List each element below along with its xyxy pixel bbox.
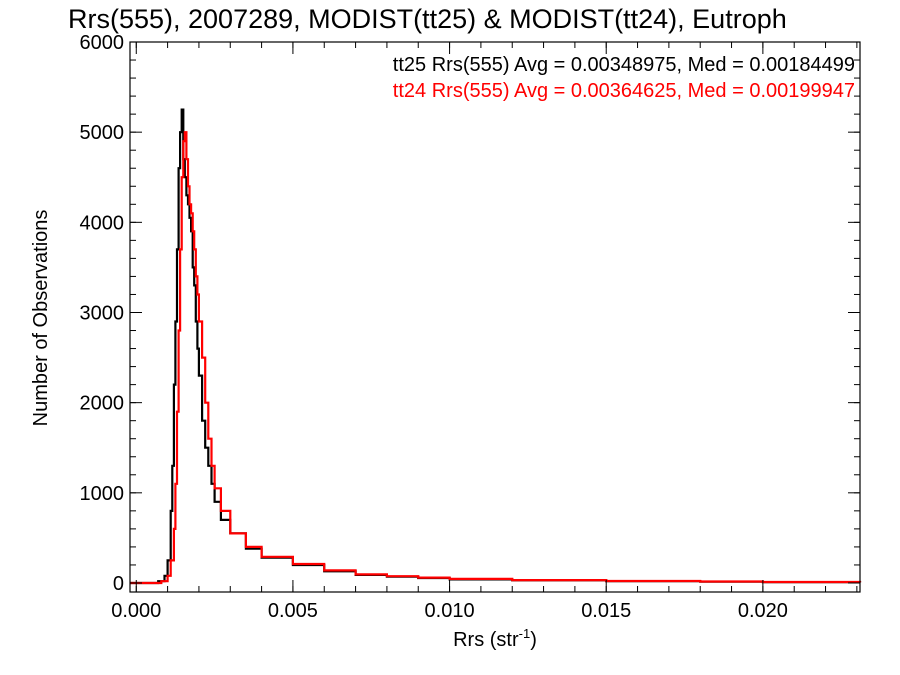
y-axis-label: Number of Observations xyxy=(30,210,52,427)
x-tick-label: 0.000 xyxy=(111,600,161,622)
x-axis-label-superscript: -1 xyxy=(519,626,531,641)
y-tick-label: 0 xyxy=(113,573,124,595)
plot-area: 0.000 0.005 0.010 0.015 0.020 0 1000 2000 3000 40… xyxy=(80,32,862,622)
x-tick-label: 0.005 xyxy=(268,600,318,622)
series-tt25-line xyxy=(130,108,862,585)
x-axis-label: Rrs (str-1) xyxy=(453,626,537,651)
y-tick-label: 3000 xyxy=(80,302,125,324)
x-tick-label: 0.010 xyxy=(425,600,475,622)
x-axis-label-text: Rrs (str xyxy=(453,629,519,651)
x-tick-label: 0.020 xyxy=(738,600,788,622)
y-tick-label: 6000 xyxy=(80,32,125,54)
y-tick-label: 5000 xyxy=(80,122,125,144)
series-tt24-line xyxy=(130,131,862,585)
x-axis-label-close: ) xyxy=(530,629,537,651)
y-tick-label: 4000 xyxy=(80,212,125,234)
chart-title: Rrs(555), 2007289, MODIST(tt25) & MODIST… xyxy=(68,4,787,34)
x-tick-label: 0.015 xyxy=(581,600,631,622)
stats-annotation-tt24: tt24 Rrs(555) Avg = 0.00364625, Med = 0.… xyxy=(393,80,855,102)
y-tick-label: 2000 xyxy=(80,393,125,415)
y-tick-label: 1000 xyxy=(80,483,125,505)
stats-annotation-tt25: tt25 Rrs(555) Avg = 0.00348975, Med = 0.… xyxy=(393,54,855,76)
plot-frame xyxy=(129,41,861,593)
